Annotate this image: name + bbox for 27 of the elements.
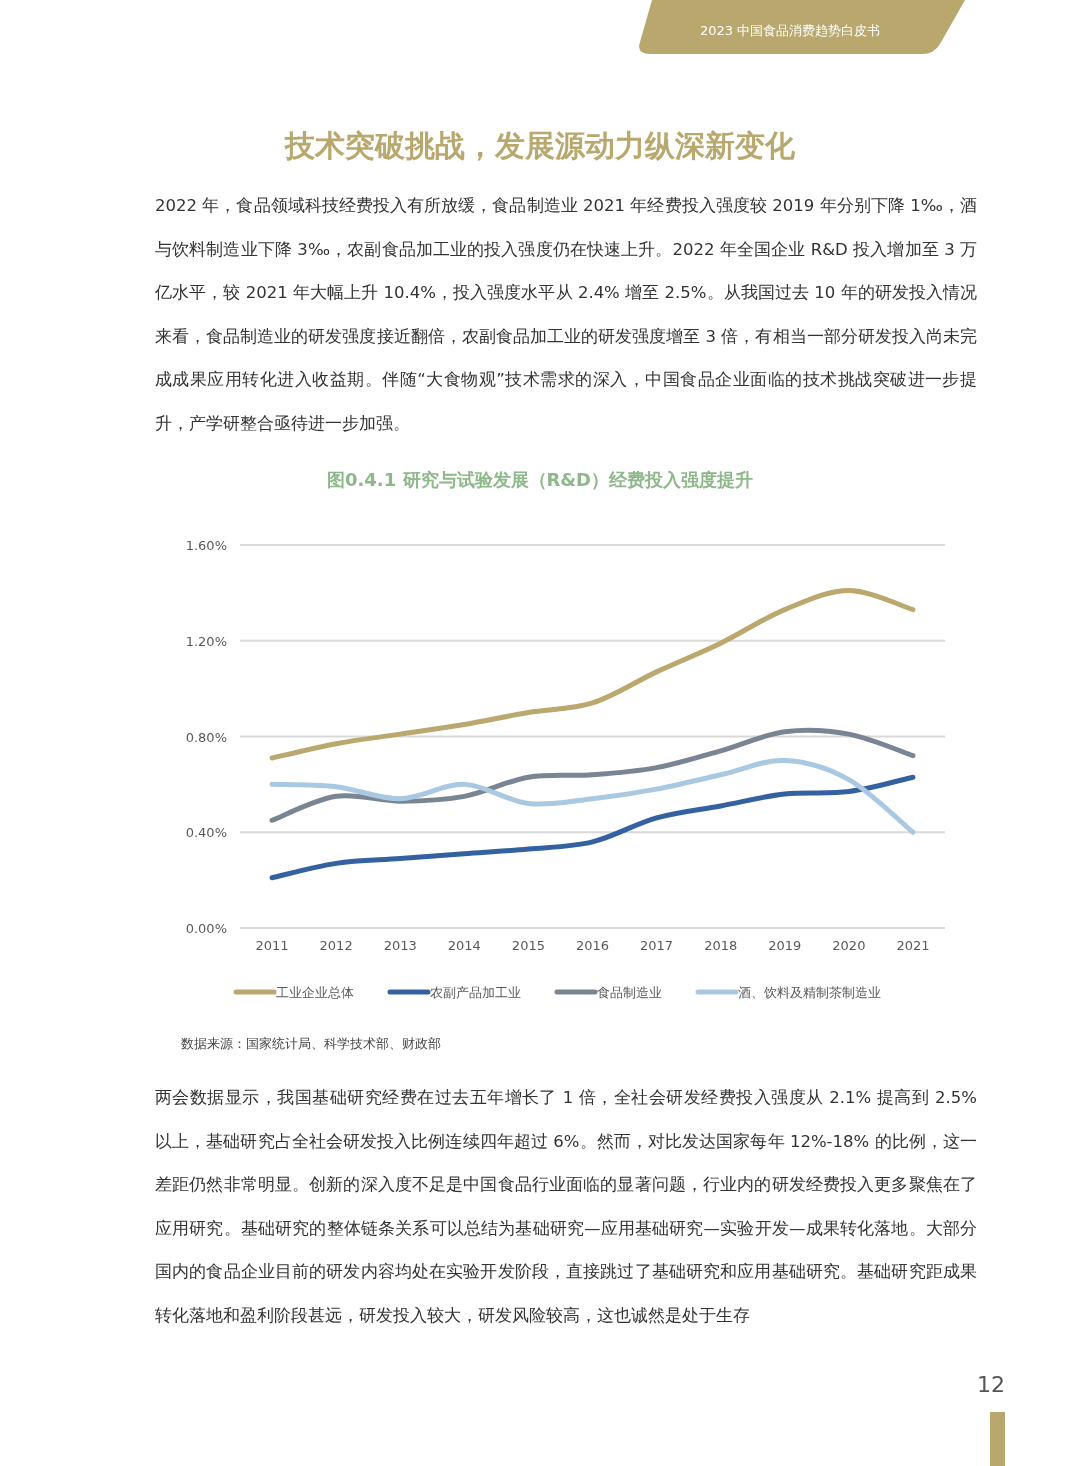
x-tick-label: 2014 [447,938,481,953]
legend-label: 工业企业总体 [276,985,354,1000]
y-tick-label: 1.20% [185,633,227,649]
x-tick-label: 2015 [511,938,545,953]
y-tick-label: 1.60% [185,538,227,553]
legend-label: 酒、饮料及精制茶制造业 [738,985,881,1000]
y-tick-label: 0.40% [185,825,227,841]
text: 2023 中国食品消费趋势白皮书 [698,22,882,40]
x-tick-label: 2017 [640,938,674,953]
y-tick-label: 0.00% [185,921,227,936]
source-note: 数据来源：国家统计局、科学技术部、财政部 [181,1035,441,1053]
x-tick-label: 2011 [255,938,289,953]
text: 技术突破挑战，发展源动力纵深新变化 [283,127,796,165]
x-tick-label: 2016 [575,938,610,953]
chart-title: 图0.4.1 研究与试验发展（R&D）经费投入强度提升 [326,468,754,492]
x-tick-label: 2019 [768,938,802,953]
y-tick-label: 0.80% [185,729,227,745]
x-tick-label: 2020 [832,938,866,953]
x-tick-label: 2021 [896,938,930,953]
legend-label: 食品制造业 [597,985,662,1000]
x-tick-label: 2012 [319,938,353,953]
x-tick-label: 2018 [704,938,738,953]
x-tick-label: 2013 [383,938,417,953]
legend-label: 农副产品加工业 [430,985,521,1000]
text: 12 [976,1372,1005,1397]
text: 2022 年，食品领域科技经费投入有所放缓，食品制造业 2021 年经费投入强度较 2019 年分别下降 1‰，酒与饮料制造业下降 3‰，农副食品加工业的投入强度仍在快速上升。2022 年全国企业 R&D 投入增加至 3 万亿水平，较 2021 年大幅上升 10.4%，投入强度水平从 2.4% 增至 2.5%。从我国过去 10 年的研发投入情况来看，食品制造业的研发强度接近翻倍，农副食品加工业的研发强度增至 3 倍，有相当一部分研发投入尚未完成成果应用转化进入收益期。伴随“大食物观”技术需求的深入，中国食品企业面临的技术挑战突破进一步提升，产学研整合亟待进一步加强。 [155,196,977,433]
text: 两会数据显示，我国基础研究经费在过去五年增长了 1 倍，全社会研发经费投入强度从 2.1% 提高到 2.5% 以上，基础研究占全社会研发投入比例连续四年超过 6%。然而，对比发达国家每年 12%-18% 的比例，这一差距仍然非常明显。创新的深入度不足是中国食品行业面临的显著问题，行业内的研发经费投入更多聚焦在了应用研究。基础研究的整体链条关系可以总结为基础研究—应用基础研究—实验开发—成果转化落地。大部分国内的食品企业目前的研发内容均处在实验开发阶段，直接跳过了基础研究和应用基础研究。基础研究距成果转化落地和盈利阶段甚远，研发投入较大，研发风险较高，这也诚然是处于生存 [155,1088,977,1325]
